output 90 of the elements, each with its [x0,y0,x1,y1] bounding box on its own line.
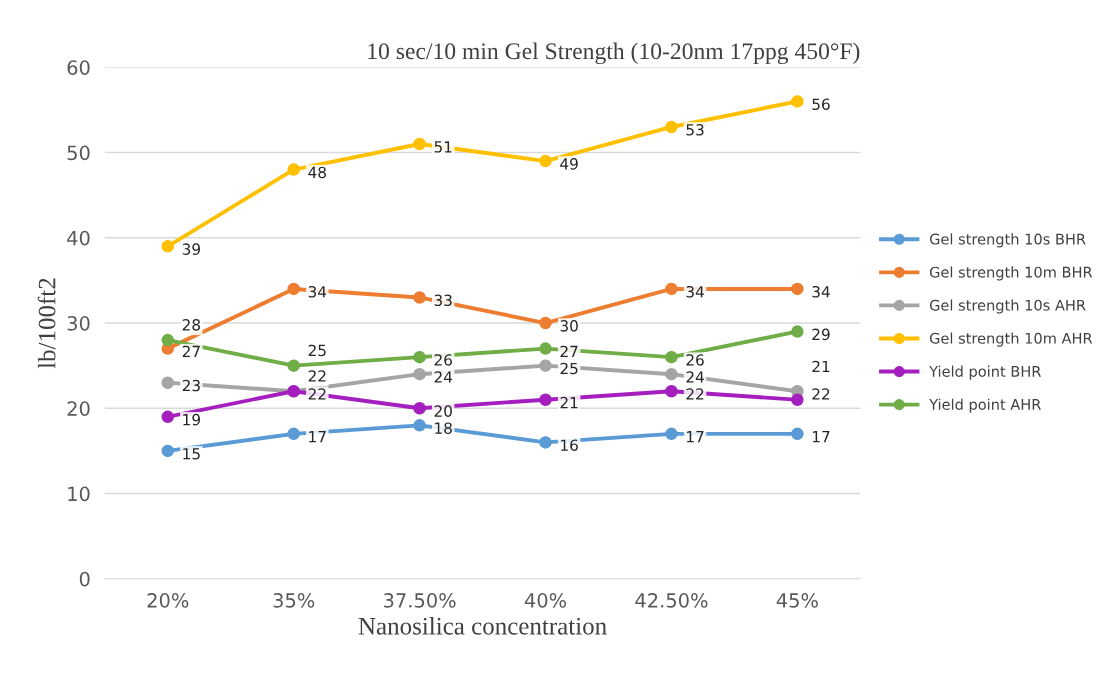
data-label: 26 [686,354,704,366]
point [791,282,804,296]
y-tick-label: 40 [67,230,90,246]
point [287,427,300,441]
data-label: 20 [434,405,452,417]
data-label: 53 [686,124,704,136]
point [665,350,678,364]
point [413,419,426,432]
point [287,359,300,372]
data-label: 22 [308,370,326,382]
y-tick-label: 0 [79,571,90,587]
data-label: 30 [560,320,578,332]
point [539,154,552,168]
data-label: 15 [183,448,200,460]
point [287,163,300,176]
point [791,325,804,338]
x-tick-label: 37.50% [384,593,456,608]
point [413,367,426,381]
y-tick-label: 50 [67,145,90,161]
point [161,410,174,424]
x-axis-title: Nanosilica concentration [358,617,607,635]
legend-label: Gel strength 10m BHR [929,266,1093,281]
point [665,427,678,441]
y-tick-label: 10 [68,486,90,502]
data-label: 26 [434,354,452,366]
data-label: 19 [183,413,200,426]
point [287,282,300,296]
data-label: 48 [308,166,326,179]
data-label: 29 [812,328,830,341]
data-label: 51 [434,141,452,153]
legend-label: Yield point AHR [929,398,1041,413]
point [665,367,678,381]
data-label: 27 [560,345,578,357]
point [413,350,426,364]
data-label: 17 [812,431,830,443]
x-tick-label: 42.50% [635,593,708,608]
data-label: 34 [686,285,704,298]
point [539,436,552,449]
point [161,240,174,253]
data-label: 18 [435,422,452,434]
x-tick-label: 20% [147,593,189,608]
point [161,376,174,389]
point [413,402,426,415]
data-label: 21 [560,396,578,409]
point [791,95,804,108]
data-label: 16 [561,439,578,451]
data-label: 23 [182,379,200,392]
point [539,393,552,407]
data-label: 27 [182,345,200,357]
y-tick-label: 60 [67,60,90,75]
data-label: 22 [308,388,326,400]
data-label: 33 [434,294,452,307]
point [665,282,678,296]
data-label: 39 [182,243,200,255]
data-label: 22 [686,388,704,400]
data-label: 24 [686,371,704,383]
legend-label: Yield point BHR [929,365,1042,380]
data-label: 25 [560,362,578,375]
point [791,427,804,441]
data-label: 17 [687,431,704,443]
data-label: 21 [812,360,830,373]
data-label: 22 [812,388,830,400]
point [539,342,552,355]
y-tick-label: 20 [67,401,90,416]
y-axis-title: lb/100ft2 [37,278,56,369]
legend-label: Gel strength 10m AHR [929,332,1093,347]
point [413,137,426,151]
x-tick-label: 45% [776,593,818,608]
data-label: 34 [812,285,830,298]
legend-label: Gel strength 10s BHR [929,233,1086,248]
point [665,384,678,398]
data-label: 34 [308,285,327,298]
point [665,120,678,134]
data-label: 56 [812,98,830,110]
data-label: 25 [308,344,326,357]
y-tick-label: 30 [67,316,90,331]
point [161,444,174,458]
chart-title: 10 sec/10 min Gel Strength (10-20nm 17ppg 450°F) [368,42,860,65]
legend-label: Gel strength 10s AHR [929,299,1086,314]
point [539,359,552,372]
data-label: 17 [309,431,326,443]
data-label: 28 [182,319,201,331]
point [791,393,804,407]
x-tick-label: 35% [273,593,315,608]
point [539,316,552,330]
data-label: 24 [434,371,453,383]
data-label: 49 [560,158,578,170]
point [161,333,174,347]
x-tick-label: 40% [524,593,567,608]
point [413,291,426,304]
